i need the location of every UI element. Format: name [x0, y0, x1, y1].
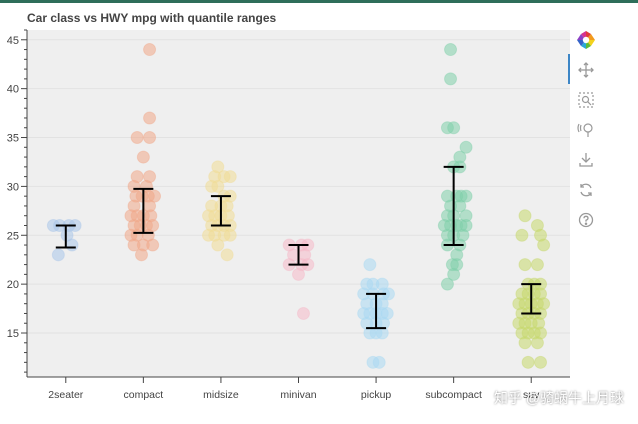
data-point	[292, 267, 305, 281]
data-point	[444, 43, 458, 57]
y-tick-label: 15	[7, 328, 19, 340]
y-tick-label: 40	[7, 84, 19, 96]
data-point	[143, 131, 157, 145]
active-tool-indicator	[568, 54, 570, 84]
data-point	[296, 306, 310, 320]
x-tick-label: 2seater	[48, 389, 84, 401]
reset-tool-icon[interactable]	[576, 180, 596, 200]
data-point	[447, 267, 461, 281]
data-point	[136, 150, 150, 164]
data-point	[518, 209, 532, 223]
y-tick-label: 20	[7, 279, 19, 291]
x-tick-label: subcompact	[425, 389, 482, 401]
data-point	[223, 170, 237, 184]
data-point	[518, 258, 532, 272]
help-tool-icon[interactable]	[576, 210, 596, 230]
data-point	[440, 277, 454, 291]
data-point	[444, 72, 458, 86]
y-tick-label: 45	[7, 35, 19, 47]
x-tick-label: compact	[124, 389, 164, 401]
data-point	[375, 326, 389, 340]
chart-toolbar	[568, 26, 604, 246]
data-point	[60, 228, 74, 242]
save-tool-icon[interactable]	[576, 150, 596, 170]
x-tick-label: pickup	[361, 389, 392, 401]
x-tick-label: minivan	[280, 389, 316, 401]
data-point	[146, 238, 160, 252]
data-point	[530, 258, 544, 272]
y-tick-label: 25	[7, 230, 19, 242]
plot-area	[27, 30, 570, 377]
data-point	[521, 355, 535, 369]
pan-tool-icon[interactable]	[576, 60, 596, 80]
x-tick-label: suv	[523, 389, 540, 401]
data-point	[51, 248, 65, 262]
data-point	[537, 238, 551, 252]
data-point	[130, 131, 144, 145]
data-point	[363, 258, 377, 272]
data-point	[459, 140, 473, 154]
wheel-zoom-tool-icon[interactable]	[576, 120, 596, 140]
data-point	[223, 228, 237, 242]
box-zoom-tool-icon[interactable]	[576, 90, 596, 110]
y-tick-label: 35	[7, 133, 19, 145]
data-point	[220, 248, 234, 262]
chart-title: Car class vs HWY mpg with quantile range…	[27, 11, 277, 25]
data-point	[518, 336, 532, 350]
data-point	[148, 189, 162, 203]
data-point	[447, 121, 461, 135]
data-point	[534, 355, 548, 369]
data-point	[211, 179, 225, 193]
top-accent-bar	[0, 0, 638, 3]
watermark-text: 知乎 @骑蜗牛上月球	[493, 390, 624, 406]
data-point	[530, 336, 544, 350]
x-tick-label: midsize	[203, 389, 239, 401]
data-point	[459, 189, 473, 203]
y-tick-label: 30	[7, 181, 19, 193]
bokeh-logo-icon	[576, 30, 596, 50]
data-point	[143, 111, 157, 125]
data-point	[372, 355, 386, 369]
data-point	[211, 238, 225, 252]
data-point	[143, 43, 157, 57]
data-point	[134, 248, 148, 262]
data-point	[515, 228, 529, 242]
